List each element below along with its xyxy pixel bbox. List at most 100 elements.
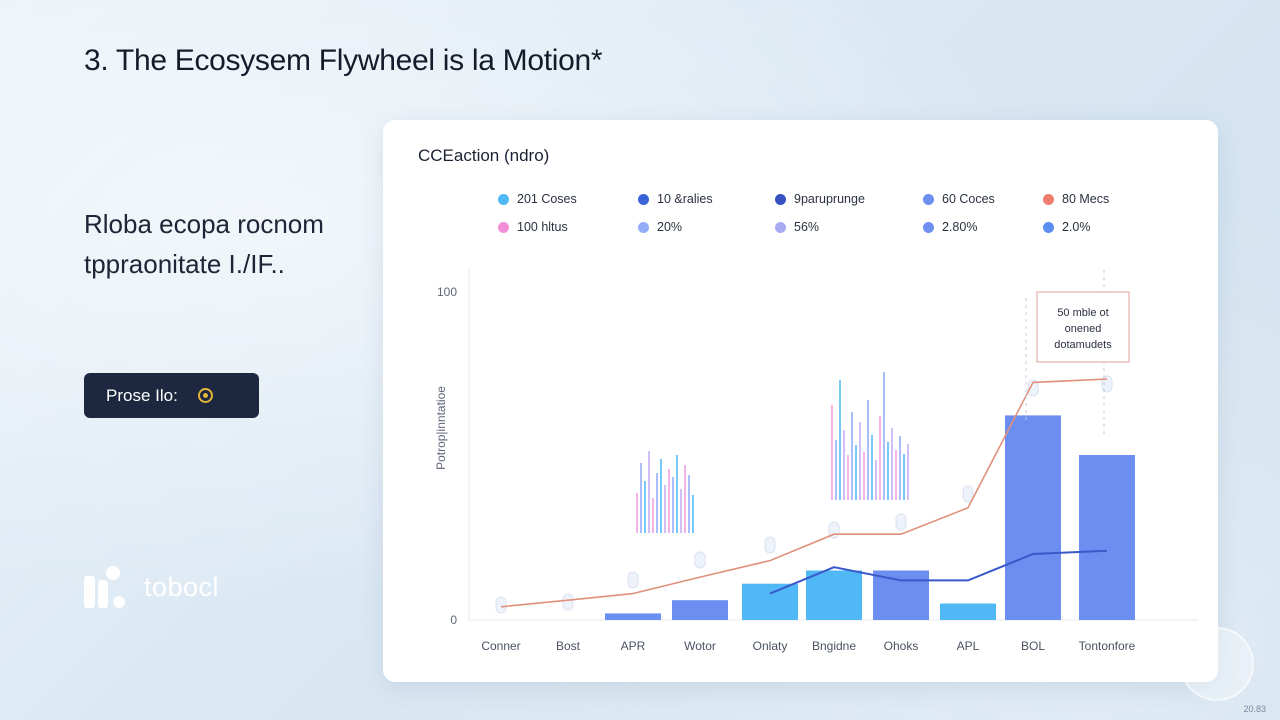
spike-bar	[907, 444, 909, 500]
annotation-text: 50 mble ot	[1057, 307, 1108, 319]
legend-item: 2.80%	[923, 220, 977, 234]
legend-swatch	[923, 193, 934, 205]
spike-bar	[843, 430, 845, 500]
spike-bar	[672, 477, 674, 533]
logo-mark-icon	[84, 566, 128, 608]
spike-bar	[851, 412, 853, 500]
marker	[562, 593, 574, 611]
bar	[672, 600, 728, 620]
legend-label: 10 &ralies	[657, 192, 713, 206]
y-axis-label: Potrop|inntatioe	[434, 386, 448, 470]
spike-bar	[855, 445, 857, 500]
slide-subtitle: Rloba ecopa rocnom tppraonitate I./IF..	[84, 209, 324, 279]
spike-bar	[688, 475, 690, 533]
legend-label: 60 Coces	[942, 192, 995, 206]
spike-bar	[636, 493, 638, 533]
spike-bar	[656, 473, 658, 533]
spike-bar	[887, 442, 889, 500]
spike-bar	[680, 489, 682, 533]
trend-line-navy	[769, 549, 1108, 595]
legend-swatch	[775, 221, 786, 233]
spike-bar	[903, 454, 905, 500]
legend-item: 100 hltus	[498, 220, 568, 234]
coin-icon	[197, 388, 213, 403]
slide-title: 3. The Ecosysem Flywheel is la Motion*	[84, 44, 603, 77]
legend-label: 80 Mecs	[1062, 192, 1110, 206]
legend-swatch	[1043, 221, 1054, 233]
spike-bar	[879, 416, 881, 500]
chart-card: CCEaction (ndro) 201 Coses 10 &ralies 9par…	[383, 120, 1218, 682]
x-tick-label: Wotor	[684, 639, 716, 653]
x-tick-label: BOL	[1021, 639, 1045, 653]
legend-label: 2.80%	[942, 220, 978, 234]
legend-item: 201 Coses	[498, 192, 577, 206]
x-tick-label: Tontonfore	[1079, 639, 1136, 653]
spike-bar	[676, 455, 678, 533]
legend-item: 80 Mecs	[1043, 192, 1109, 206]
marker	[495, 596, 507, 614]
spike-bar	[871, 435, 873, 500]
logo-text: tobocl	[144, 571, 220, 602]
spike-bar	[652, 498, 654, 533]
legend-label: 201 Coses	[517, 192, 577, 206]
x-tick-label: Conner	[481, 639, 520, 653]
marker	[1027, 379, 1039, 397]
spike-bar	[859, 422, 861, 500]
spike-bar	[891, 428, 893, 500]
x-tick-label: Onlaty	[753, 639, 788, 653]
legend-label: 100 hltus	[517, 220, 568, 234]
spike-bar	[640, 463, 642, 533]
chart-canvas: 0 100 Potrop|inntatioe 50 mble ot onened dota…	[434, 268, 1198, 653]
annotation-box	[1036, 291, 1130, 363]
bar	[742, 583, 798, 620]
legend-swatch	[1043, 193, 1054, 205]
bar	[873, 570, 929, 620]
chart-title: CCEaction (ndro)	[418, 146, 550, 165]
legend-label: 56%	[794, 220, 820, 234]
x-tick-label: APL	[957, 639, 980, 653]
x-tick-label: Ohoks	[884, 639, 919, 653]
bar	[1005, 415, 1061, 620]
trend-line-salmon	[500, 378, 1108, 608]
marker	[627, 571, 639, 589]
marker	[895, 513, 907, 531]
spike-bar	[644, 481, 646, 533]
legend-swatch	[638, 221, 649, 233]
legend-swatch	[638, 193, 649, 205]
spike-bar	[895, 450, 897, 500]
legend-swatch	[498, 221, 509, 233]
spike-bar	[664, 485, 666, 533]
legend-item: 10 &ralies	[638, 192, 713, 206]
y-tick-label: 0	[450, 613, 457, 627]
cta-button-label: Prose Ilo:	[106, 385, 178, 405]
spike-bar	[668, 469, 670, 533]
spike-bar	[867, 400, 869, 500]
legend-swatch	[498, 193, 509, 205]
spike-bar	[660, 459, 662, 533]
marker	[694, 551, 706, 569]
watermark-seal-icon	[1180, 627, 1254, 701]
spike-bar	[839, 380, 841, 500]
annotation-text: dotamudets	[1054, 339, 1112, 351]
spike-bar	[847, 455, 849, 500]
legend-item: 56%	[775, 220, 819, 234]
legend-item: 20%	[638, 220, 682, 234]
marker	[962, 485, 974, 503]
spike-bar	[692, 495, 694, 533]
y-tick-label: 100	[437, 285, 457, 299]
x-tick-label: Bost	[556, 639, 581, 653]
x-tick-label: Bngidne	[812, 639, 856, 653]
bar	[940, 603, 996, 620]
spike-bar	[648, 451, 650, 533]
bar	[1079, 455, 1135, 620]
spike-bar	[899, 436, 901, 500]
cta-button[interactable]: Prose Ilo:	[84, 373, 259, 418]
spike-bar	[831, 405, 833, 500]
spike-bar	[875, 460, 877, 500]
brand-logo: tobocl	[84, 566, 219, 608]
legend-swatch	[923, 221, 934, 233]
legend-item: 9paruprunge	[775, 192, 865, 206]
annotation-text: onened	[1065, 323, 1102, 335]
legend-swatch	[775, 193, 786, 205]
legend-item: 60 Coces	[923, 192, 995, 206]
